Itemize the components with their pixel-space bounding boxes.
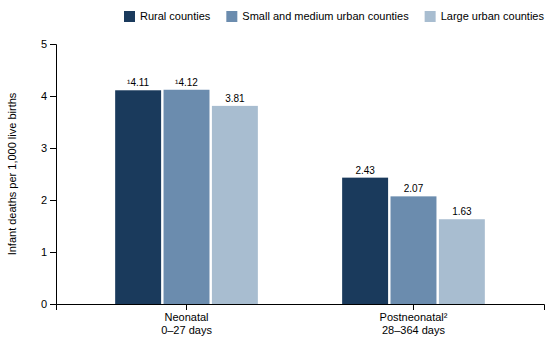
legend-label: Rural counties [140,10,211,22]
x-tick: Postneonatal²28–364 days [380,304,448,336]
legend-swatch [124,11,135,22]
legend-label: Small and medium urban counties [242,10,409,22]
x-tick: Neonatal0–27 days [161,304,212,336]
x-tick-mark [186,304,187,310]
bar [164,90,210,304]
legend-item: Rural counties [124,10,211,22]
data-label: 3.81 [225,93,245,104]
legend: Rural counties Small and medium urban cou… [124,10,544,22]
bars [115,90,485,304]
x-tick-label-line: Neonatal [164,311,208,323]
bar [212,106,258,304]
x-tick-label: Neonatal0–27 days [161,311,212,336]
legend-item: Large urban counties [425,10,545,22]
y-tick-label: 1 [41,246,47,258]
y-axis-title: Infant deaths per 1,000 live births [6,92,18,255]
x-tick-label: Postneonatal²28–364 days [380,311,448,336]
bar [391,196,437,304]
y-tick-mark [50,148,56,149]
legend-swatch [226,11,237,22]
data-label: ¹4.11 [127,77,149,88]
y-tick: 4 [41,90,56,102]
y-tick-label: 0 [41,298,47,310]
y-tick: 3 [41,142,56,154]
y-axis-line [50,45,57,305]
data-label: ¹4.12 [175,77,198,88]
bar [342,178,388,304]
y-tick-mark [50,252,56,253]
y-tick-mark [50,96,56,97]
legend-swatch [425,11,436,22]
legend-label: Large urban counties [441,10,545,22]
y-tick-label: 5 [41,38,47,50]
y-tick: 0 [41,298,56,310]
x-axis-line [57,305,545,311]
plot: 0 1 2 3 4 5 Neonatal0–27 days Postneonatal²28–3… [6,38,545,336]
x-axis: Neonatal0–27 days Postneonatal²28–364 day… [57,304,545,336]
y-tick-mark [50,304,56,305]
y-tick-mark [50,44,56,45]
bar [115,90,161,304]
y-tick-label: 3 [41,142,47,154]
x-tick-label-line: 0–27 days [161,324,212,336]
y-tick: 1 [41,246,56,258]
data-label: 2.43 [355,165,375,176]
data-label: 1.63 [452,206,472,217]
y-tick-mark [50,200,56,201]
data-labels: ¹4.11 2.43 ¹4.12 2.07 3.81 1.63 [127,77,472,217]
y-tick-label: 2 [41,194,47,206]
x-tick-mark [413,304,414,310]
y-axis: 0 1 2 3 4 5 [41,38,57,310]
y-tick: 5 [41,38,56,50]
y-tick: 2 [41,194,56,206]
bar [439,219,485,304]
y-tick-label: 4 [41,90,47,102]
legend-item: Small and medium urban counties [226,10,409,22]
chart: 0 1 2 3 4 5 Neonatal0–27 days Postneonatal²28–3… [0,0,560,350]
x-tick-label-line: Postneonatal² [380,311,448,323]
x-tick-label-line: 28–364 days [382,324,445,336]
data-label: 2.07 [404,183,424,194]
